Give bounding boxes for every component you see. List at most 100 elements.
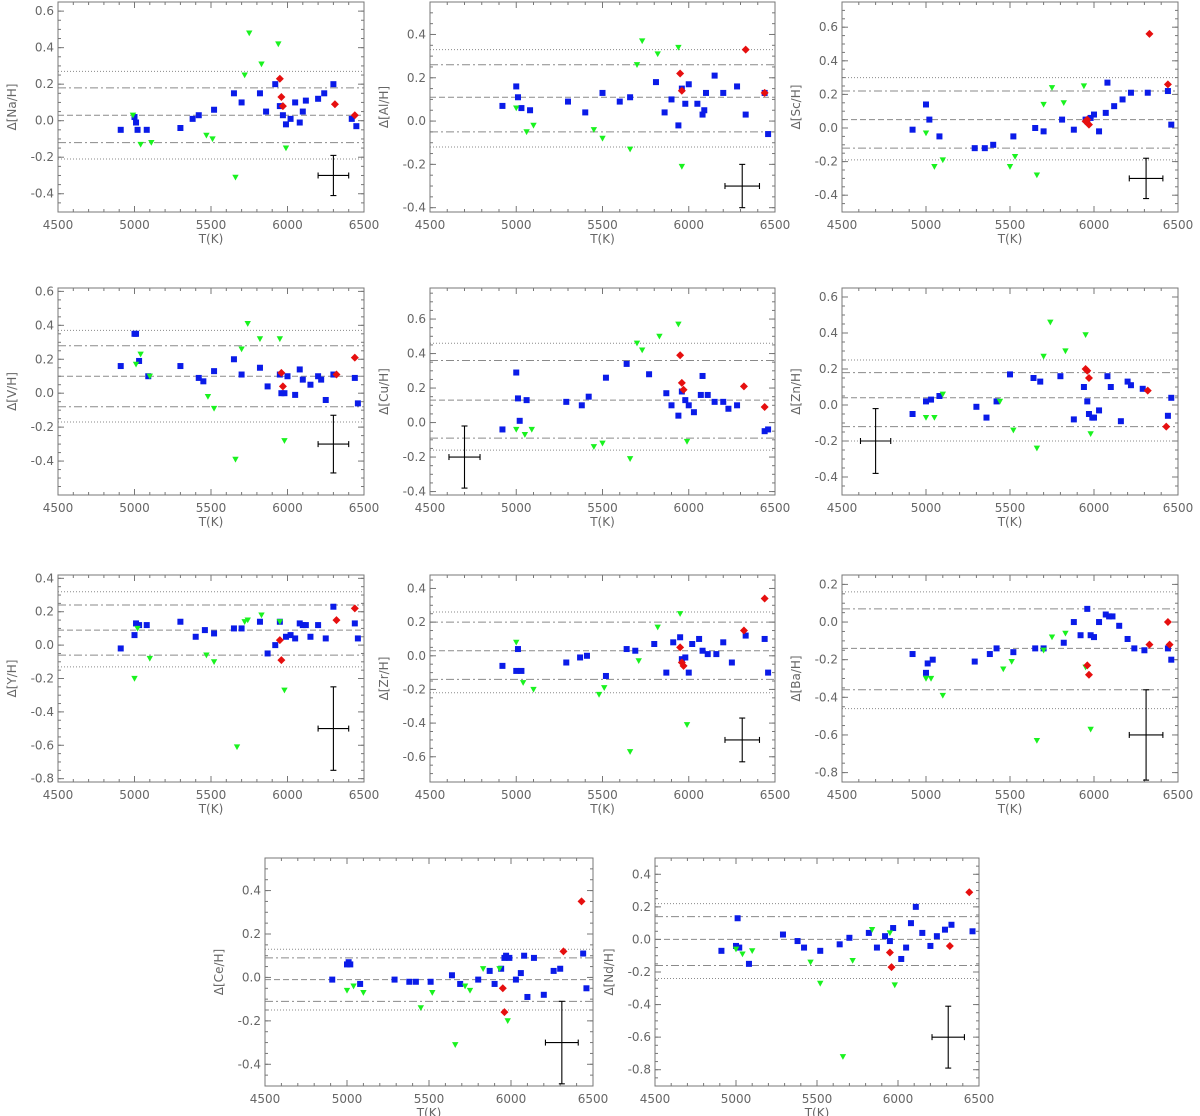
data-point-square [1032,125,1039,131]
data-point-square [238,625,245,632]
y-tick-label: 0.2 [407,71,426,85]
data-point-diamond [1083,661,1092,670]
y-tick-label: -0.2 [403,450,426,464]
data-point-diamond [350,604,359,613]
x-tick-label: 6000 [673,218,704,232]
data-point-triangle [1080,83,1088,90]
data-point-square [675,122,682,129]
data-point-square [1104,79,1111,86]
data-point-square [933,933,940,940]
x-tick-label: 5000 [332,1092,363,1106]
data-point-square [518,105,525,112]
data-point-square [1164,88,1171,95]
data-point-square [143,126,150,133]
data-point-square [663,390,670,397]
data-point-diamond [350,353,359,362]
data-point-square [742,632,749,639]
data-point-triangle [922,415,930,421]
data-point-triangle [676,611,684,617]
data-point-diamond [500,1008,509,1017]
data-point-square [299,376,306,383]
chart-panel: 4500 5000 5500 6000 6500 -0.8 -0.6 -0.4 -0.2 0.0 0… [602,857,994,1116]
data-point-square [711,398,718,405]
y-tick-label: 0.4 [407,27,426,41]
data-point-triangle [626,749,634,755]
data-point-triangle [232,174,239,181]
y-tick-label: 0.0 [35,386,54,400]
data-point-square [406,978,413,985]
y-tick-label: 0.0 [35,638,54,652]
data-point-square [201,627,208,634]
plot-frame [264,857,594,1087]
data-point-triangle [939,692,946,699]
data-point-square [890,925,897,932]
x-axis-label: T(K) [997,802,1023,816]
x-tick-label: 5500 [995,501,1026,515]
data-point-square [292,391,299,398]
data-point-square [134,126,141,133]
data-point-square [728,659,735,666]
data-point-triangle [1082,332,1089,338]
y-tick-label: 0.2 [35,605,54,619]
data-point-square [909,411,916,417]
x-tick-label: 5500 [995,218,1026,232]
data-point-square [993,645,1000,652]
x-tick-label: 6500 [349,218,380,232]
y-axis-label: Δ[Ba/H] [789,655,803,701]
x-tick-label: 5000 [119,788,150,802]
data-point-triangle [238,346,245,353]
x-axis-label: T(K) [198,802,224,816]
data-point-square [927,942,934,949]
data-point-triangle [1040,101,1047,108]
data-point-square [926,116,933,123]
y-tick-label: -0.2 [628,965,651,979]
data-point-square [948,921,955,928]
data-point-triangle [521,432,529,438]
data-point-triangle [276,336,284,343]
y-tick-label: 0.2 [242,927,261,941]
x-tick-label: 4500 [250,1092,281,1106]
data-point-triangle [1087,431,1094,437]
data-point-diamond [275,636,284,645]
data-point-diamond [679,385,688,394]
data-point-triangle [134,625,141,632]
data-point-square [582,109,589,116]
data-point-triangle [523,129,530,136]
y-tick-label: -0.2 [815,653,838,667]
data-point-square [941,926,948,933]
data-point-square [736,944,743,951]
x-tick-label: 5000 [501,218,532,232]
y-tick-label: -0.4 [403,485,426,499]
data-point-square [1032,645,1039,652]
data-point-square [699,111,706,118]
data-point-diamond [1163,80,1172,89]
x-tick-label: 5500 [587,788,618,802]
data-point-triangle [1040,353,1047,360]
data-point-square [677,634,684,641]
data-point-square [971,145,978,152]
data-point-triangle [939,391,946,398]
chart-panel: 4500 5000 5500 6000 6500 -0.8 -0.6 -0.4 -0.2 0.0 0… [789,574,1193,816]
data-point-square [315,622,322,629]
data-point-triangle [654,51,661,58]
data-point-square [318,376,325,383]
data-point-square [330,603,337,610]
data-point-square [583,985,590,992]
x-tick-label: 4500 [415,501,446,515]
data-point-square [256,364,263,371]
data-point-square [690,409,697,416]
data-point-diamond [760,88,769,97]
data-point-square [646,371,653,378]
data-point-triangle [590,444,598,450]
y-tick-label: -0.2 [403,157,426,171]
x-tick-label: 6500 [1163,218,1194,232]
data-point-square [1116,622,1123,629]
data-point-triangle [528,426,535,433]
data-point-diamond [498,984,507,993]
x-tick-label: 4500 [640,1092,671,1106]
y-tick-label: 0.4 [407,581,426,595]
data-point-square [563,398,570,405]
y-axis-label: Δ[Ce/H] [212,949,226,995]
data-point-square [599,89,606,96]
data-point-square [491,980,498,987]
